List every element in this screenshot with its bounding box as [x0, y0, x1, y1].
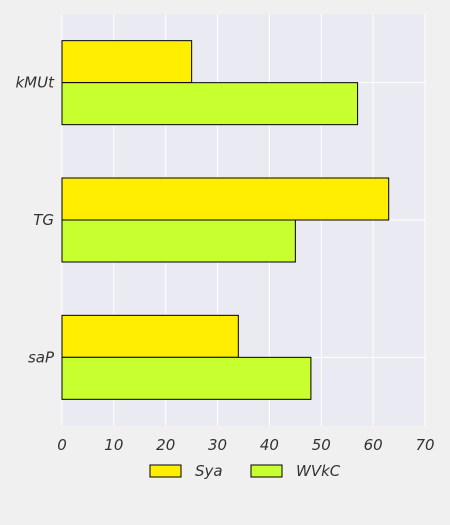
bar-WVkC-TG	[61, 219, 296, 263]
x-axis-ticks: 0 10 20 30 40 50 60 70	[57, 436, 434, 454]
x-tick-label-4: 40	[260, 436, 279, 454]
x-tick-label-6: 60	[364, 436, 383, 454]
x-tick-label-5: 50	[312, 436, 331, 454]
bars	[61, 40, 390, 400]
y-tick-label-2: saP	[28, 348, 55, 366]
x-tick-label-2: 20	[156, 436, 175, 454]
y-tick-label-1: TG	[33, 211, 54, 229]
legend-swatch-WVkC[interactable]	[250, 464, 283, 478]
legend[interactable]: Sya WVkC	[149, 462, 341, 480]
bar-WVkC-saP	[61, 356, 312, 400]
bar-WVkC-kMUt	[61, 82, 359, 126]
y-tick-label-0: kMUt	[16, 74, 56, 92]
x-tick-label-0: 0	[57, 436, 67, 454]
x-tick-label-7: 70	[415, 436, 434, 454]
x-tick-label-1: 10	[104, 436, 123, 454]
x-tick-label-3: 30	[208, 436, 227, 454]
legend-swatch-Sya[interactable]	[149, 464, 182, 478]
bar-Sya-saP	[61, 314, 239, 358]
bar-Sya-TG	[61, 177, 390, 221]
legend-label-Sya[interactable]: Sya	[195, 462, 223, 480]
bar-Sya-kMUt	[61, 40, 193, 84]
y-axis-ticks: kMUt TG saP	[16, 74, 56, 367]
legend-label-WVkC[interactable]: WVkC	[296, 462, 341, 480]
